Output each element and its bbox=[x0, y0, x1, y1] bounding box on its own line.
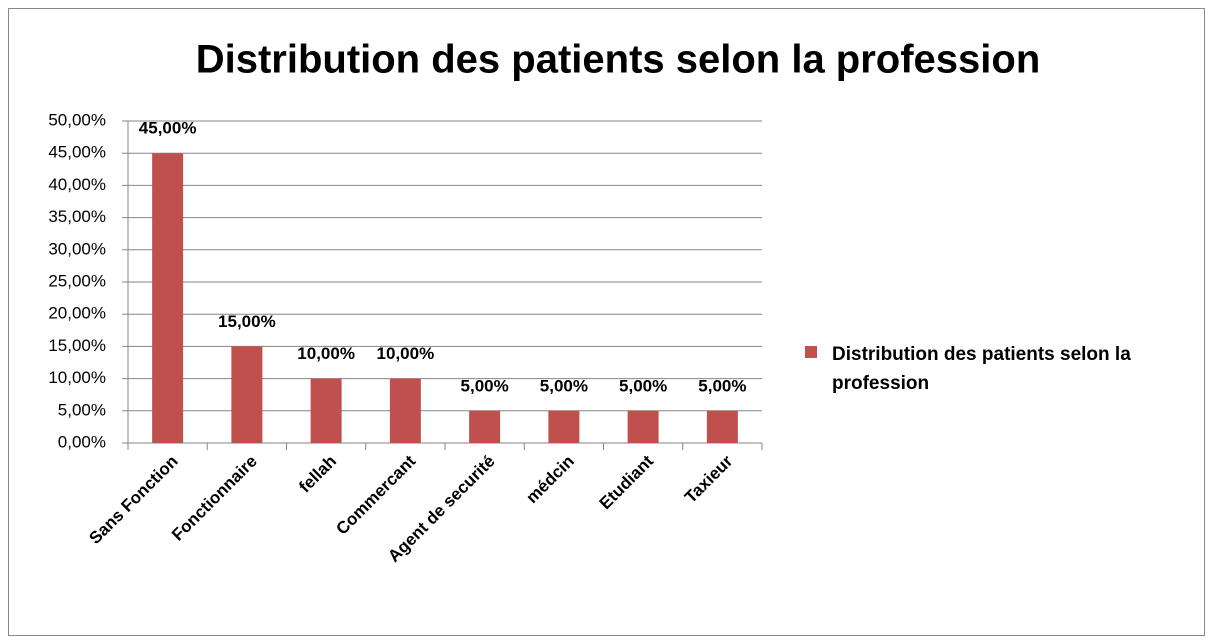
bar bbox=[627, 410, 659, 443]
data-label: 45,00% bbox=[139, 119, 197, 138]
bar bbox=[152, 153, 184, 443]
y-tick-label: 20,00% bbox=[48, 304, 106, 323]
y-tick-label: 50,00% bbox=[48, 110, 106, 129]
bar bbox=[310, 378, 342, 443]
y-tick-label: 15,00% bbox=[48, 336, 106, 355]
y-tick-label: 40,00% bbox=[48, 175, 106, 194]
bar bbox=[231, 346, 263, 443]
chart-border bbox=[8, 8, 1205, 636]
legend-label: Distribution des patients selon la profe… bbox=[832, 344, 1131, 394]
y-tick-label: 5,00% bbox=[58, 400, 106, 419]
y-tick-label: 25,00% bbox=[48, 271, 106, 290]
data-label: 5,00% bbox=[698, 376, 746, 395]
bar bbox=[469, 410, 501, 443]
data-label: 5,00% bbox=[540, 376, 588, 395]
y-tick-label: 30,00% bbox=[48, 239, 106, 258]
bar bbox=[706, 410, 738, 443]
data-label: 5,00% bbox=[619, 376, 667, 395]
y-tick-label: 10,00% bbox=[48, 368, 106, 387]
data-label: 15,00% bbox=[218, 312, 276, 331]
data-label: 5,00% bbox=[461, 376, 509, 395]
y-tick-label: 35,00% bbox=[48, 207, 106, 226]
y-tick-label: 45,00% bbox=[48, 143, 106, 162]
bar bbox=[548, 410, 580, 443]
legend-swatch bbox=[805, 346, 817, 358]
bar bbox=[389, 378, 421, 443]
data-label: 10,00% bbox=[377, 344, 435, 363]
chart-title: Distribution des patients selon la profe… bbox=[196, 38, 1041, 82]
y-tick-label: 0,00% bbox=[58, 432, 106, 451]
data-label: 10,00% bbox=[297, 344, 355, 363]
